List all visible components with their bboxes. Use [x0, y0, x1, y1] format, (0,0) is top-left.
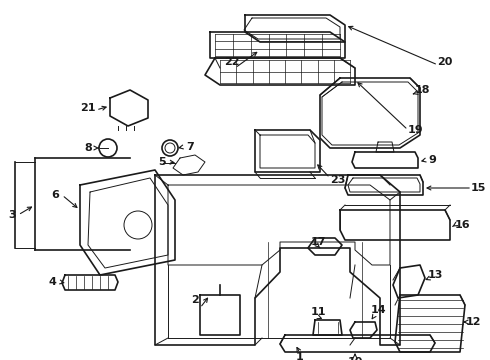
Text: 9: 9	[428, 155, 436, 165]
Text: 19: 19	[407, 125, 423, 135]
Text: 13: 13	[427, 270, 442, 280]
Text: 2: 2	[191, 295, 199, 305]
Text: 22: 22	[224, 57, 240, 67]
Text: 5: 5	[158, 157, 166, 167]
Text: 16: 16	[454, 220, 470, 230]
Text: 21: 21	[80, 103, 96, 113]
Text: 10: 10	[347, 357, 363, 360]
Text: 8: 8	[84, 143, 92, 153]
Text: 14: 14	[370, 305, 386, 315]
Text: 4: 4	[48, 277, 56, 287]
Text: 12: 12	[465, 317, 481, 327]
Text: 6: 6	[51, 190, 59, 200]
Text: 18: 18	[414, 85, 430, 95]
Text: 15: 15	[470, 183, 486, 193]
Text: 17: 17	[310, 237, 326, 247]
Text: 23: 23	[330, 175, 345, 185]
Text: 1: 1	[296, 352, 304, 360]
Text: 7: 7	[186, 142, 194, 152]
Text: 3: 3	[8, 210, 16, 220]
Text: 11: 11	[310, 307, 326, 317]
Text: 20: 20	[437, 57, 453, 67]
